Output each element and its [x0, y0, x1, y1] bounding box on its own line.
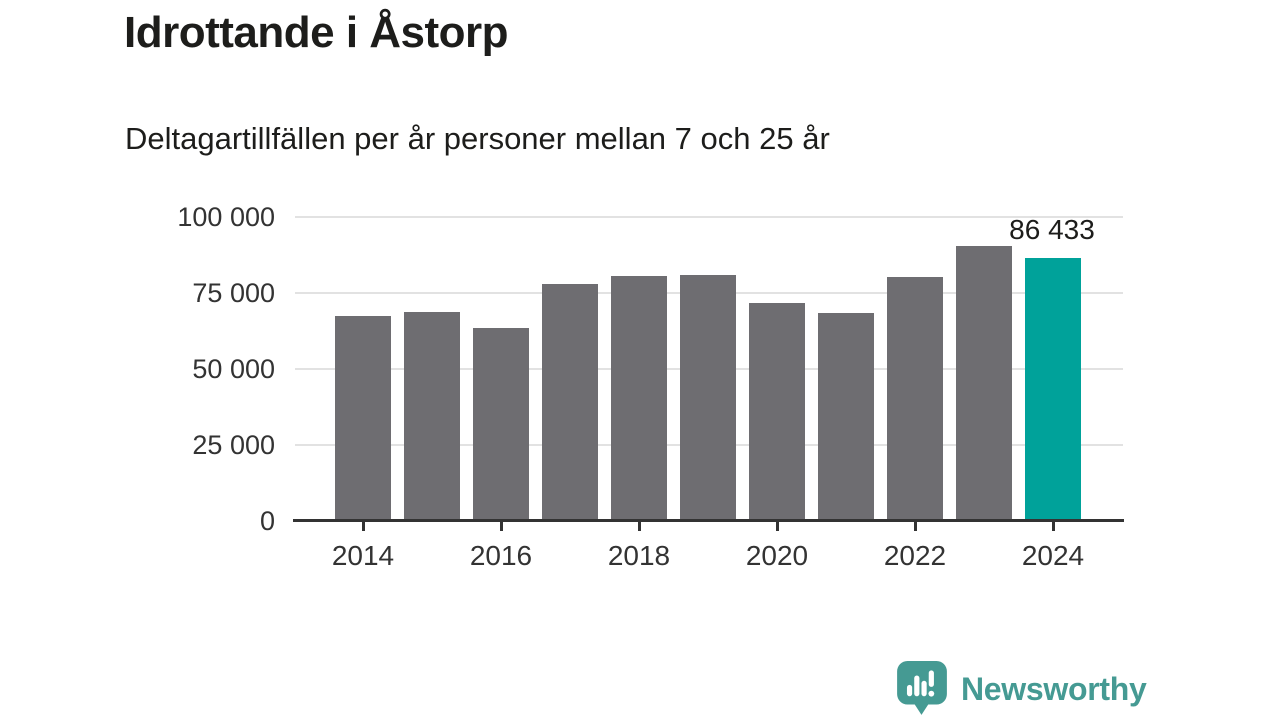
bar-2023	[956, 246, 1012, 521]
newsworthy-logo: Newsworthy	[897, 661, 1147, 717]
y-tick-label-100000: 100 000	[177, 202, 275, 232]
x-tick-2016	[500, 522, 503, 531]
plot-area	[295, 216, 1123, 521]
x-tick-label-2024: 2024	[1021, 540, 1085, 571]
y-tick-label-50000: 50 000	[192, 354, 275, 384]
bar-2022	[887, 277, 943, 521]
y-tick-label-75000: 75 000	[192, 278, 275, 308]
bar-2017	[542, 284, 598, 521]
x-tick-2018	[638, 522, 641, 531]
chart-title: Idrottande i Åstorp	[124, 8, 509, 57]
y-tick-label-25000: 25 000	[192, 430, 275, 460]
x-axis-line	[293, 519, 1124, 522]
bar-2015	[404, 312, 460, 521]
x-tick-2024	[1052, 522, 1055, 531]
bar-2024	[1025, 258, 1081, 521]
newsworthy-bubble-chart-icon	[897, 661, 947, 715]
x-tick-2022	[914, 522, 917, 531]
x-tick-label-2018: 2018	[607, 540, 671, 571]
bar-2020	[749, 303, 805, 521]
y-tick-label-0: 0	[259, 506, 275, 536]
x-tick-label-2022: 2022	[883, 540, 947, 571]
chart-subtitle: Deltagartillfällen per år personer mella…	[125, 121, 830, 156]
x-tick-2014	[362, 522, 365, 531]
newsworthy-logo-text: Newsworthy	[961, 670, 1147, 707]
bar-chart: 0 25 000 50 000 75 000 100 000 2014 2016 2018 2…	[177, 202, 1124, 571]
bar-2018	[611, 276, 667, 521]
highlight-value-label: 86 433	[1009, 214, 1095, 245]
bar-2014	[335, 316, 391, 521]
bar-2019	[680, 275, 736, 521]
x-tick-label-2014: 2014	[331, 540, 395, 571]
bar-2016	[473, 328, 529, 521]
x-tick-2020	[776, 522, 779, 531]
gridline-100000	[295, 216, 1123, 218]
x-tick-label-2020: 2020	[745, 540, 809, 571]
bar-2021	[818, 313, 874, 521]
x-tick-label-2016: 2016	[469, 540, 533, 571]
